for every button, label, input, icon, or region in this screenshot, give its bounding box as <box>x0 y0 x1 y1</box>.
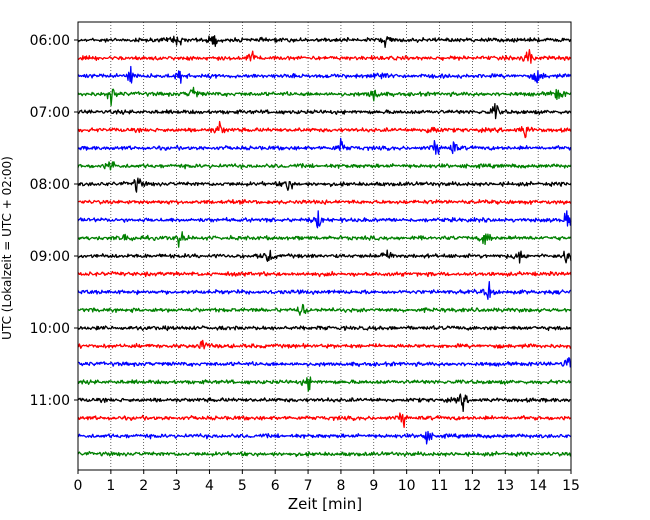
y-tick-label: 11:00 <box>30 393 70 409</box>
x-tick-label: 9 <box>369 478 378 494</box>
trace-0630 <box>77 65 572 84</box>
trace-1045 <box>78 376 572 392</box>
y-tick-label: 08:00 <box>30 177 70 193</box>
trace-0845 <box>77 231 572 248</box>
x-tick-label: 14 <box>529 478 547 494</box>
trace-0715 <box>78 120 572 139</box>
y-tick-label: 07:00 <box>30 105 70 121</box>
trace-0945 <box>77 303 572 316</box>
x-tick-label: 4 <box>205 478 214 494</box>
x-tick-label: 5 <box>238 478 247 494</box>
trace-0730 <box>77 137 572 155</box>
trace-0745 <box>77 161 572 171</box>
x-tick-label: 11 <box>431 478 449 494</box>
x-tick-label: 8 <box>336 478 345 494</box>
x-tick-label: 12 <box>463 478 481 494</box>
trace-0615 <box>77 49 572 64</box>
y-tick-label: 09:00 <box>30 249 70 265</box>
x-tick-label: 13 <box>496 478 514 494</box>
x-tick-label: 3 <box>172 478 181 494</box>
x-tick-label: 7 <box>304 478 313 494</box>
trace-1015 <box>77 339 572 350</box>
trace-0800 <box>77 177 572 193</box>
y-axis-ticks: 06:00 07:00 08:00 09:00 10:00 11:00 <box>30 33 78 409</box>
x-tick-label: 10 <box>398 478 416 494</box>
trace-1145 <box>77 450 572 458</box>
trace-0645 <box>77 86 572 107</box>
x-tick-label: 15 <box>562 478 580 494</box>
trace-0900 <box>77 249 572 264</box>
x-tick-label: 6 <box>271 478 280 494</box>
trace-0700 <box>77 102 572 120</box>
trace-1100 <box>77 393 572 413</box>
x-tick-label: 1 <box>106 478 115 494</box>
x-axis-ticks: 0 1 2 3 4 5 6 7 8 9 10 11 12 13 14 15 <box>74 470 580 494</box>
trace-series-group <box>77 35 572 458</box>
trace-1130 <box>77 430 572 445</box>
trace-1030 <box>77 357 572 368</box>
trace-0815 <box>77 198 572 205</box>
trace-1000 <box>77 325 572 332</box>
trace-0830 <box>77 210 572 229</box>
x-axis-label: Zeit [min] <box>288 495 362 513</box>
plot-frame <box>77 21 572 471</box>
trace-0600 <box>77 35 572 48</box>
x-tick-label: 2 <box>139 478 148 494</box>
y-tick-label: 06:00 <box>30 33 70 49</box>
grid-lines <box>110 22 539 470</box>
x-tick-label: 0 <box>74 478 83 494</box>
trace-0930 <box>77 281 572 300</box>
y-axis-label: UTC (Lokalzeit = UTC + 02:00) <box>0 156 14 340</box>
trace-1115 <box>77 412 572 429</box>
trace-0915 <box>77 270 572 278</box>
y-tick-label: 10:00 <box>30 321 70 337</box>
